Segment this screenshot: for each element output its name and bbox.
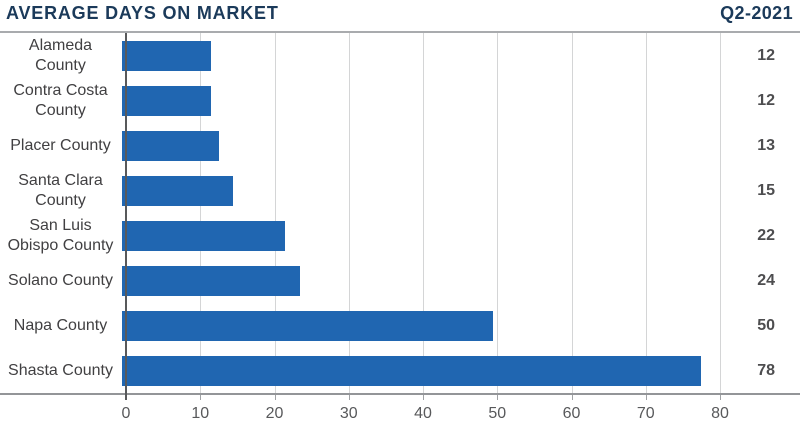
chart-row: Shasta County 78 [0,348,800,393]
bar-rows: Alameda County 12 Contra Costa County 12 Pla… [0,33,800,393]
category-label: San Luis Obispo County [7,216,114,254]
bar [122,175,234,206]
gridline [720,33,721,393]
bar-track [122,258,716,303]
x-tick-label: 0 [121,405,131,422]
bar [122,265,301,296]
x-tick-label: 10 [191,405,210,422]
chart-period-label: Q2-2021 [720,3,793,23]
bar-track [122,168,716,213]
x-tick [645,395,647,400]
bar-track [122,78,716,123]
bar [122,220,286,251]
x-tick [497,395,499,400]
category-label: Contra Costa County [13,81,108,119]
bar [122,310,494,341]
x-tick-label: 30 [339,405,358,422]
chart-header: AVERAGE DAYS ON MARKET Q2-2021 [0,0,800,33]
value-label: 13 [757,136,775,154]
chart-row: Santa Clara County 15 [0,168,800,213]
x-tick [274,395,276,400]
gridline [423,33,424,393]
x-tick-label: 20 [265,405,284,422]
value-label: 24 [757,271,775,289]
bar [122,130,219,161]
chart-row: Solano County 24 [0,258,800,303]
x-tick-label: 50 [488,405,507,422]
plot-area: Alameda County 12 Contra Costa County 12 Pla… [0,33,800,400]
category-label: Placer County [10,136,111,154]
bar [122,355,702,386]
category-label: Alameda County [28,36,93,74]
gridline [645,33,647,393]
x-tick [423,395,424,400]
chart-row: Napa County 50 [0,303,800,348]
x-tick [720,395,721,400]
gridline [274,33,276,393]
x-tick-label: 60 [562,405,581,422]
x-tick [571,395,573,400]
bar [122,40,212,71]
category-label: Napa County [13,316,108,334]
gridline [497,33,499,393]
bar-track [122,348,716,393]
gridline [348,33,350,393]
gridline [571,33,573,393]
value-label: 15 [757,181,775,199]
bar-track [122,33,716,78]
bar-track [122,123,716,168]
bar-track [122,213,716,258]
chart-row: Alameda County 12 [0,33,800,78]
x-tick-label: 40 [414,405,432,422]
bar-track [122,303,716,348]
value-label: 78 [757,361,775,379]
value-label: 12 [757,46,775,64]
y-axis-line [125,33,127,400]
value-label: 50 [757,316,775,334]
gridline [200,33,202,393]
category-label: Shasta County [8,361,113,379]
chart-row: San Luis Obispo County 22 [0,213,800,258]
x-tick [348,395,350,400]
value-label: 12 [757,91,775,109]
category-label: Solano County [8,271,113,289]
chart-title: AVERAGE DAYS ON MARKET [6,3,279,23]
x-tick-label: 70 [636,405,655,422]
x-tick [200,395,202,400]
category-label: Santa Clara County [18,171,103,209]
x-tick-label: 80 [711,405,729,422]
x-axis: 0 10 20 30 40 50 60 70 80 [0,393,800,437]
value-label: 22 [757,226,775,244]
chart-row: Contra Costa County 12 [0,78,800,123]
bar [122,85,212,116]
chart-row: Placer County 13 [0,123,800,168]
